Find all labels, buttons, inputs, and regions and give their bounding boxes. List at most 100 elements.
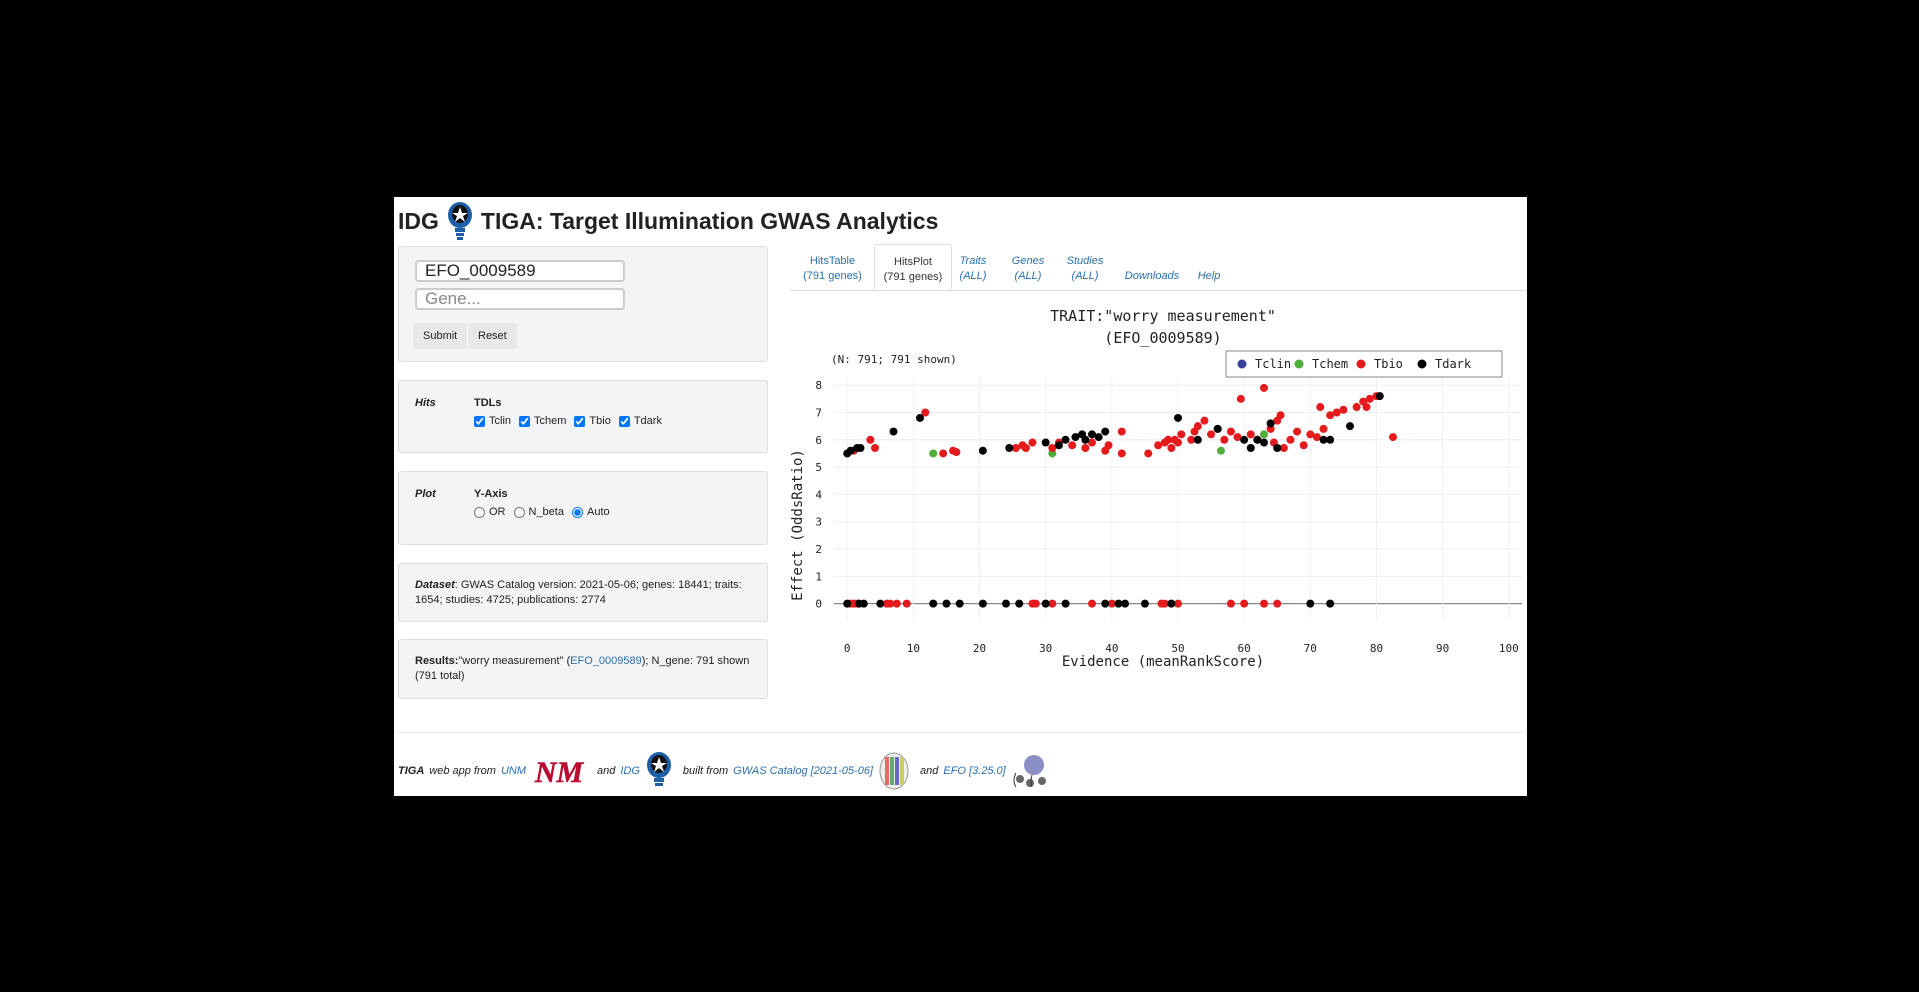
point-tbio <box>1319 424 1328 433</box>
dataset-info: Dataset: GWAS Catalog version: 2021-05-0… <box>415 579 742 606</box>
legend-marker-tdark <box>1417 359 1427 369</box>
auto-radio[interactable] <box>571 506 583 518</box>
point-tbio <box>1312 433 1321 442</box>
legend-label-tclin: Tclin <box>1255 357 1291 371</box>
tdl-option-tchem[interactable]: Tchem <box>519 415 566 427</box>
point-tbio <box>1174 599 1182 608</box>
gene-input[interactable] <box>415 288 625 310</box>
idg-logo-icon <box>646 752 671 786</box>
footer-app-name: TIGA <box>398 765 425 777</box>
point-tbio <box>1276 411 1285 420</box>
tdl-option-tclin[interactable]: Tclin <box>474 415 511 427</box>
chart-subtitle: (N: 791; 791 shown) <box>831 353 957 366</box>
point-tdark <box>1174 413 1182 422</box>
tab-hitsplot[interactable]: HitsPlot (791 genes) <box>874 244 952 290</box>
point-tbio <box>1028 438 1037 447</box>
submit-button[interactable]: Submit <box>413 323 468 349</box>
tab-hitstable[interactable]: HitsTable (791 genes) <box>803 255 862 282</box>
tab-downloads[interactable]: Downloads <box>1124 270 1180 282</box>
point-tdark <box>846 446 855 455</box>
legend-marker-tbio <box>1356 359 1366 369</box>
point-tbio <box>1107 599 1116 608</box>
point-tbio <box>1164 435 1173 444</box>
point-tbio <box>1048 443 1057 452</box>
x-tick-label: 20 <box>973 642 986 655</box>
tclin-checkbox[interactable] <box>474 415 485 427</box>
footer: TIGA web app from UNM NM and IDG built f… <box>398 748 1050 794</box>
point-tdark <box>1273 443 1282 452</box>
y-tick-label: 1 <box>815 570 822 583</box>
point-tbio <box>892 599 901 608</box>
tdl-option-tbio[interactable]: Tbio <box>574 415 611 427</box>
plot-panel: Plot Y-Axis OR N_beta Auto <box>398 471 768 545</box>
tbio-checkbox[interactable] <box>574 415 586 427</box>
chart-points <box>843 383 1397 608</box>
search-panel: Submit Reset <box>398 246 768 362</box>
results-info: Results:"worry measurement" (EFO_0009589… <box>415 655 750 682</box>
trait-input[interactable] <box>415 260 625 282</box>
point-tbio <box>1299 441 1308 450</box>
point-tbio <box>1187 435 1196 444</box>
or-radio[interactable] <box>474 506 485 518</box>
tab-help[interactable]: Help <box>1197 270 1221 282</box>
efo-version-link[interactable]: EFO [3.25.0] <box>943 765 1006 777</box>
idg-link[interactable]: IDG <box>620 765 640 777</box>
efo-link[interactable]: EFO_0009589 <box>570 655 642 667</box>
chart-title-line1: TRAIT:"worry measurement" <box>1050 307 1276 325</box>
y-tick-label: 6 <box>815 434 822 447</box>
point-tbio <box>886 599 895 608</box>
point-tdark <box>1306 599 1315 608</box>
point-tbio <box>1048 599 1057 608</box>
y-axis-option-auto[interactable]: Auto <box>571 506 610 518</box>
point-tbio <box>1365 394 1374 403</box>
tab-studies[interactable]: Studies (ALL) <box>1066 255 1104 282</box>
footer-divider <box>394 732 1527 733</box>
tdark-checkbox[interactable] <box>618 415 630 427</box>
point-tdark <box>978 599 987 608</box>
point-tdark <box>1114 599 1123 608</box>
point-tdark <box>1326 599 1335 608</box>
y-axis-option-nbeta[interactable]: N_beta <box>513 506 564 518</box>
point-tdark <box>1140 599 1149 608</box>
point-tdark <box>1088 430 1096 439</box>
point-tdark <box>1015 599 1024 608</box>
point-tdark <box>916 413 924 422</box>
reset-button[interactable]: Reset <box>468 323 517 349</box>
point-tbio <box>1117 449 1126 458</box>
point-tbio <box>1011 443 1020 452</box>
legend-marker-tclin <box>1237 359 1247 369</box>
point-tdark <box>1121 599 1130 608</box>
point-tchem <box>1260 430 1268 439</box>
unm-link[interactable]: UNM <box>500 765 526 777</box>
tab-traits[interactable]: Traits (ALL) <box>959 255 987 282</box>
point-tchem <box>929 449 938 458</box>
point-tbio <box>1174 438 1182 447</box>
gwas-catalog-logo-icon <box>879 752 909 790</box>
point-tbio <box>1226 427 1235 436</box>
point-tdark <box>1326 435 1335 444</box>
footer-text-webapp: web app from <box>429 765 496 777</box>
point-tbio <box>902 599 911 608</box>
y-tick-label: 0 <box>815 598 822 611</box>
point-tdark <box>1213 424 1222 433</box>
point-tbio <box>1260 599 1268 608</box>
y-axis-label: Effect (OddsRatio) <box>790 449 806 601</box>
point-tdark <box>1054 441 1063 450</box>
point-tbio <box>939 449 948 458</box>
tab-genes[interactable]: Genes (ALL) <box>1011 255 1045 282</box>
nbeta-radio[interactable] <box>513 506 525 518</box>
point-tdark <box>856 443 865 452</box>
tdl-option-tdark[interactable]: Tdark <box>618 415 662 427</box>
y-axis-option-or[interactable]: OR <box>474 506 506 518</box>
tchem-checkbox[interactable] <box>519 415 531 427</box>
gwas-catalog-link[interactable]: GWAS Catalog [2021-05-06] <box>733 765 873 777</box>
point-tdark <box>1266 419 1275 428</box>
y-tick-label: 7 <box>815 406 822 419</box>
point-tbio <box>1326 411 1335 420</box>
legend-label-tbio: Tbio <box>1374 357 1403 371</box>
hits-scatter-plot: TRAIT:"worry measurement" (EFO_0009589) … <box>790 307 1522 670</box>
point-tbio <box>1286 435 1295 444</box>
point-tdark <box>1101 599 1110 608</box>
chart-legend[interactable]: Tclin Tchem Tbio Tdark <box>1225 350 1503 378</box>
y-tick-labels: 0 1 2 3 4 5 6 7 8 <box>815 379 822 610</box>
